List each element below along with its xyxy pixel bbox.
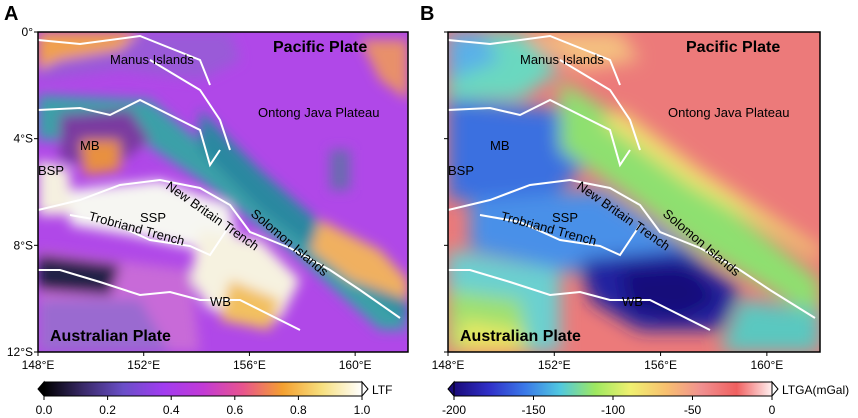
panel-b-pacific-plate: Pacific Plate	[686, 39, 780, 56]
panel-a-lat-tick-label: 12°S	[7, 345, 33, 359]
colorbar-a-label: LTF	[372, 383, 392, 397]
colorbar-a-tick-label: 0.4	[163, 403, 180, 417]
panel-a-axes: 148°E 152°E 156°E 160°E 0° 4°S 8°S 12°S	[7, 25, 372, 372]
colorbar-a-bar	[43, 381, 363, 397]
panel-b-axes: 148°E 152°E 156°E 160°E	[432, 31, 783, 372]
panel-a-lon-tick-label: 148°E	[22, 358, 55, 372]
colorbar-a-tick-label: 1.0	[354, 403, 371, 417]
colorbar-b-left-arrow	[447, 380, 455, 398]
panel-b-lon-tick-label: 160°E	[750, 358, 783, 372]
panel-a-lon-tick-label: 156°E	[233, 358, 266, 372]
colorbar-b-tick-label: -150	[521, 403, 545, 417]
panel-b-ssp: SSP	[552, 210, 578, 225]
panel-a-ontong-java: Ontong Java Plateau	[258, 105, 379, 120]
colorbar-b-tick-label: 0	[769, 403, 776, 417]
colorbar-a-tick-label: 0.6	[226, 403, 243, 417]
panel-b-bsp: BSP	[448, 163, 474, 178]
panel-a-australian-plate: Australian Plate	[50, 328, 171, 345]
panel-b-lon-tick-label: 148°E	[432, 358, 465, 372]
colorbar-b-bar	[453, 381, 773, 397]
panel-a-pacific-plate: Pacific Plate	[273, 39, 367, 56]
panel-a-lat-tick-label: 0°	[22, 25, 34, 39]
colorbar-a-tick-label: 0.0	[36, 403, 53, 417]
panel-a-lon-tick-label: 152°E	[127, 358, 160, 372]
colorbar-a-tick-label: 0.2	[99, 403, 116, 417]
panel-b-lon-tick-label: 156°E	[644, 358, 677, 372]
panel-a-lat-tick-label: 4°S	[14, 132, 33, 146]
colorbar-a-right-arrow	[361, 380, 369, 398]
panel-a-mb: MB	[80, 138, 100, 153]
panel-b-lon-tick-label: 152°E	[538, 358, 571, 372]
panel-b-wb: WB	[622, 294, 643, 309]
panel-a-map	[38, 32, 408, 352]
panel-a-lon-tick-label: 160°E	[339, 358, 372, 372]
colorbar-b-tick-label: -200	[442, 403, 466, 417]
colorbar-b-tick-label: -50	[684, 403, 702, 417]
panel-b-manus-islands: Manus Islands	[520, 52, 604, 67]
panel-b-letter: B	[420, 3, 434, 25]
panel-b-ontong-java: Ontong Java Plateau	[668, 105, 789, 120]
panel-a-ssp: SSP	[140, 210, 166, 225]
panel-a-lat-tick-label: 8°S	[14, 238, 33, 252]
panel-a-manus-islands: Manus Islands	[110, 52, 194, 67]
colorbar-a-tick-label: 0.8	[290, 403, 307, 417]
panel-b-map	[448, 32, 820, 352]
colorbar-b: LTGA(mGal) -200 -150 -100 -50 0	[442, 380, 849, 417]
colorbar-b-label: LTGA(mGal)	[782, 383, 849, 397]
panel-b-mb: MB	[490, 138, 510, 153]
panel-a-bsp: BSP	[38, 163, 64, 178]
panel-b-frame	[447, 31, 821, 353]
colorbar-b-right-arrow	[771, 380, 779, 398]
colorbar-a: LTF 0.0 0.2 0.4 0.6 0.8 1.0	[36, 380, 392, 417]
panel-b-australian-plate: Australian Plate	[460, 328, 581, 345]
colorbar-a-left-arrow	[37, 380, 45, 398]
colorbar-b-tick-label: -100	[601, 403, 625, 417]
panel-a-letter: A	[4, 3, 18, 25]
panel-a-wb: WB	[210, 294, 231, 309]
panel-a-frame	[37, 31, 409, 353]
